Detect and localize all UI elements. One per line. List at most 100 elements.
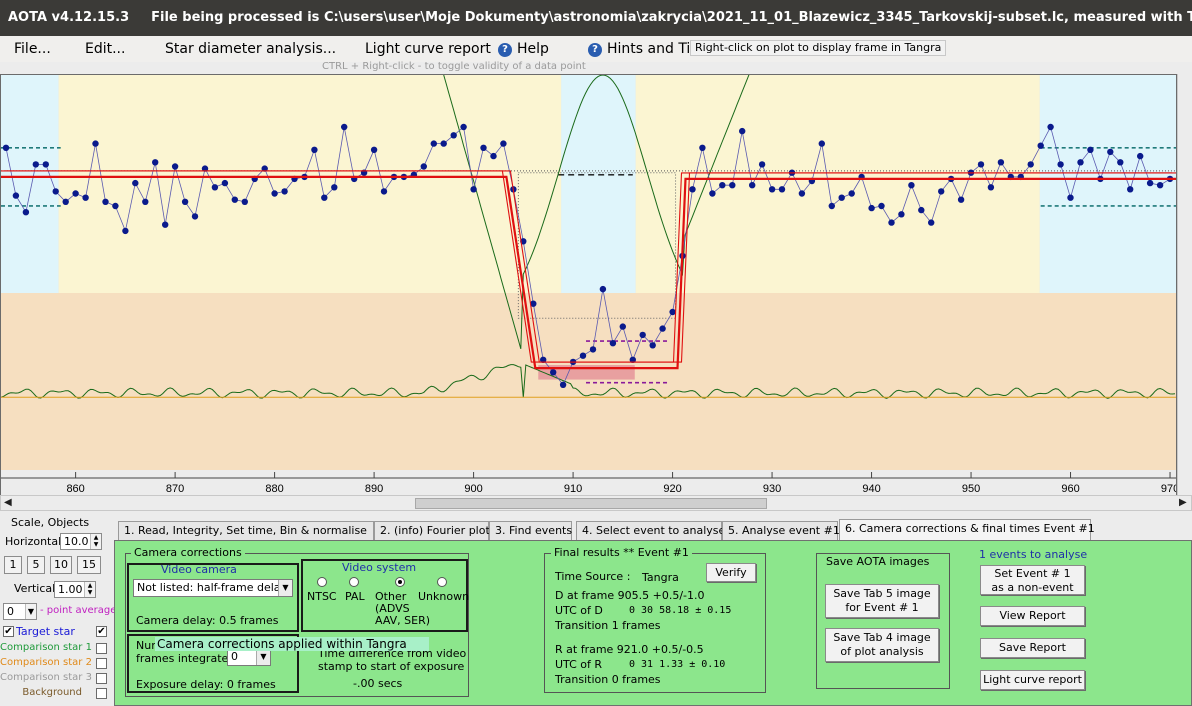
menu-hints[interactable]: ? Hints and Tips bbox=[588, 41, 707, 57]
scroll-thumb[interactable] bbox=[415, 498, 767, 509]
data-point bbox=[470, 186, 477, 193]
data-point bbox=[729, 182, 736, 189]
show-checkbox-target[interactable]: ✔ bbox=[3, 626, 14, 637]
data-point bbox=[888, 219, 895, 226]
scroll-right-icon[interactable]: ▶ bbox=[1179, 497, 1187, 508]
vertical-value: 1.00 bbox=[58, 583, 83, 596]
data-point bbox=[420, 163, 427, 170]
data-point bbox=[818, 140, 825, 147]
data-point bbox=[639, 331, 646, 339]
pal-radio[interactable] bbox=[349, 577, 359, 587]
data-point bbox=[1057, 161, 1064, 168]
unknown-radio[interactable] bbox=[437, 577, 447, 587]
horizontal-scrollbar[interactable]: ◀ ▶ bbox=[0, 495, 1192, 511]
data-point bbox=[1027, 161, 1034, 168]
data-point bbox=[112, 202, 119, 210]
scale-objects-panel: Scale, Objects Horizontal 10.0 ▲ ▼ Vertica… bbox=[0, 512, 116, 706]
data-point bbox=[162, 221, 169, 228]
point-average-select[interactable]: 0 ▼ bbox=[3, 603, 37, 620]
dropdown-arrow-icon[interactable]: ▼ bbox=[256, 649, 270, 665]
x-tick-label: 940 bbox=[862, 483, 880, 495]
data-point bbox=[430, 140, 437, 147]
verify-button[interactable]: Verify bbox=[706, 563, 756, 582]
data-point bbox=[758, 161, 766, 168]
tab-find-events[interactable]: 3. Find events bbox=[489, 521, 572, 540]
dropdown-arrow-icon[interactable]: ▼ bbox=[278, 580, 292, 596]
dropdown-arrow-icon[interactable]: ▼ bbox=[25, 604, 36, 619]
data-point bbox=[689, 186, 696, 193]
ntsc-radio[interactable] bbox=[317, 577, 327, 587]
transition-d-label: Transition 1 frames bbox=[555, 619, 661, 632]
menu-star-diameter[interactable]: Star diameter analysis... bbox=[165, 41, 337, 57]
scale-button-1[interactable]: 1 bbox=[4, 556, 22, 574]
comparison-star-3-label: Comparison star 3 bbox=[0, 672, 92, 683]
data-point bbox=[739, 127, 746, 135]
menu-bar: File... Edit... Star diameter analysis..… bbox=[0, 36, 1192, 62]
menu-file[interactable]: File... bbox=[14, 41, 51, 57]
save-tab4-line-1: Save Tab 4 image bbox=[833, 631, 931, 644]
unknown-label: Unknown bbox=[418, 590, 470, 603]
data-point bbox=[450, 132, 457, 139]
exposure-delay-label: Exposure delay: 0 frames bbox=[136, 678, 276, 691]
scroll-left-icon[interactable]: ◀ bbox=[4, 497, 12, 508]
tab-camera-corrections[interactable]: 6. Camera corrections & final times Even… bbox=[839, 519, 1095, 540]
data-point bbox=[589, 346, 597, 353]
tab-analyse-event[interactable]: 5. Analyse event #1 bbox=[722, 521, 840, 540]
spinner-arrows-icon[interactable]: ▲ ▼ bbox=[90, 534, 101, 549]
data-point bbox=[480, 144, 487, 151]
final-results-title: Final results ** Event #1 bbox=[551, 546, 692, 559]
view-report-button[interactable]: View Report bbox=[980, 606, 1085, 626]
light-curve-report-button[interactable]: Light curve report bbox=[980, 670, 1085, 690]
transition-r-label: Transition 0 frames bbox=[555, 673, 661, 686]
set-non-event-button[interactable]: Set Event # 1 as a non-event bbox=[980, 565, 1085, 595]
data-point bbox=[142, 198, 149, 205]
vertical-spinner[interactable]: 1.00 ▲ ▼ bbox=[54, 581, 96, 598]
save-images-group bbox=[816, 553, 950, 689]
comparison-star-3-checkbox[interactable] bbox=[96, 673, 107, 684]
menu-light-curve-report[interactable]: Light curve report bbox=[365, 41, 491, 57]
light-curve-plot[interactable]: 860 870 880 890 900 910 920 930 940 950 960 970 bbox=[0, 74, 1177, 496]
data-point bbox=[649, 342, 656, 349]
light-curve-svg[interactable]: 860 870 880 890 900 910 920 930 940 950 960 970 bbox=[1, 75, 1176, 495]
data-point bbox=[619, 323, 626, 330]
camera-model-value: Not listed: half-frame delay bbox=[137, 581, 288, 594]
data-point bbox=[440, 140, 447, 147]
data-point bbox=[559, 381, 567, 388]
save-tab4-line-2: of plot analysis bbox=[840, 645, 924, 658]
comparison-star-2-checkbox[interactable] bbox=[96, 658, 107, 669]
data-point bbox=[1156, 182, 1164, 189]
save-report-button[interactable]: Save Report bbox=[980, 638, 1085, 658]
menu-help[interactable]: ? Help bbox=[498, 41, 549, 57]
data-point bbox=[42, 161, 49, 168]
spinner-arrows-icon[interactable]: ▲ ▼ bbox=[84, 582, 95, 597]
x-tick-label: 880 bbox=[265, 483, 283, 495]
target-star-checkbox[interactable]: ✔ bbox=[96, 626, 107, 637]
scale-button-10[interactable]: 10 bbox=[50, 556, 72, 574]
data-point bbox=[211, 184, 219, 191]
data-point bbox=[719, 182, 726, 189]
other-radio[interactable] bbox=[395, 577, 405, 587]
scale-button-15[interactable]: 15 bbox=[77, 556, 101, 574]
data-point bbox=[1047, 123, 1054, 131]
x-tick-label: 930 bbox=[763, 483, 781, 495]
camera-corrections-title: Camera corrections bbox=[131, 546, 245, 559]
horizontal-spinner[interactable]: 10.0 ▲ ▼ bbox=[60, 533, 102, 550]
data-point bbox=[52, 188, 59, 195]
data-point bbox=[898, 211, 905, 218]
tab-read-integrity[interactable]: 1. Read, Integrity, Set time, Bin & norm… bbox=[118, 521, 374, 540]
data-point bbox=[699, 144, 706, 151]
data-point bbox=[908, 182, 915, 189]
menu-edit[interactable]: Edit... bbox=[85, 41, 126, 57]
data-point bbox=[231, 196, 238, 203]
scale-button-5[interactable]: 5 bbox=[27, 556, 45, 574]
tab-select-event[interactable]: 4. Select event to analyse bbox=[576, 521, 725, 540]
menu-hints-label: Hints and Tips bbox=[607, 41, 707, 57]
save-tab4-image-button[interactable]: Save Tab 4 image of plot analysis bbox=[825, 628, 939, 662]
vertical-scrollbar[interactable] bbox=[1177, 74, 1192, 496]
time-diff-line-2: stamp to start of exposure bbox=[318, 660, 465, 673]
background-checkbox[interactable] bbox=[96, 688, 107, 699]
tab-fourier-plot[interactable]: 2. (info) Fourier plot bbox=[374, 521, 490, 540]
camera-model-select[interactable]: Not listed: half-frame delay ▼ bbox=[133, 579, 293, 597]
comparison-star-1-checkbox[interactable] bbox=[96, 643, 107, 654]
save-tab5-image-button[interactable]: Save Tab 5 image for Event # 1 bbox=[825, 584, 939, 618]
